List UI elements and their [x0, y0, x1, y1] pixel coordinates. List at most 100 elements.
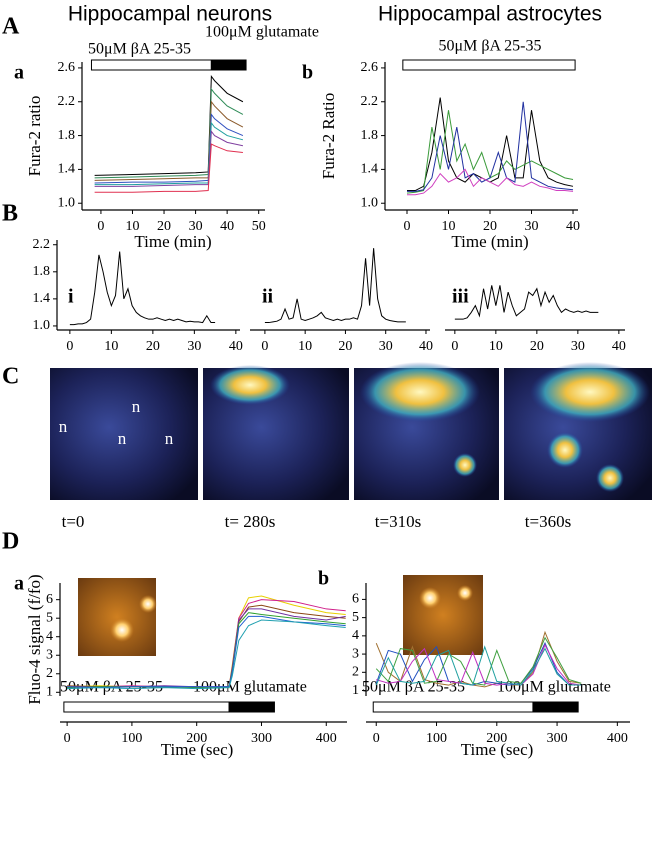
- cell-marker: n: [132, 397, 141, 416]
- data-line: [94, 143, 243, 193]
- x-tick-label: 100: [121, 731, 142, 746]
- inset-image: [403, 575, 483, 655]
- x-tick-label: 0: [66, 339, 73, 354]
- y-tick-label: 4: [46, 629, 53, 644]
- y-tick-label: 2: [352, 665, 359, 680]
- data-line: [407, 101, 574, 192]
- treatment-label: 50μM βA 25-35: [439, 38, 542, 55]
- data-line: [375, 645, 582, 686]
- y-tick-label: 6: [352, 592, 359, 607]
- y-tick-label: 2.6: [361, 60, 379, 75]
- x-axis-label: Time (min): [451, 232, 528, 251]
- panel-label: b: [318, 568, 329, 590]
- x-tick-label: 30: [525, 219, 539, 234]
- inset: [78, 575, 483, 656]
- y-tick-label: 5: [352, 610, 359, 625]
- x-tick-label: 100: [426, 731, 447, 746]
- y-tick-label: 5: [46, 610, 53, 625]
- x-tick-label: 200: [486, 731, 507, 746]
- x-tick-label: 20: [157, 219, 171, 234]
- treatment-label: 100μM glutamate: [205, 24, 319, 41]
- time-label: t=0: [62, 512, 85, 531]
- x-axis-label: Time (sec): [161, 740, 234, 759]
- data-line: [407, 168, 574, 196]
- x-tick-label: 400: [316, 731, 337, 746]
- y-tick-label: 6: [46, 592, 53, 607]
- y-tick-label: 1: [352, 683, 359, 698]
- data-line: [375, 636, 582, 686]
- x-tick-label: 20: [483, 219, 497, 234]
- data-line: [94, 100, 244, 181]
- y-tick-label: 1.4: [361, 162, 379, 177]
- x-tick-label: 40: [220, 219, 234, 234]
- panel-label: i: [68, 286, 74, 308]
- y-tick-label: 1.8: [58, 128, 76, 143]
- time-label: t= 280s: [225, 512, 276, 531]
- x-tick-label: 0: [97, 219, 104, 234]
- x-tick-label: 0: [451, 339, 458, 354]
- panel-label: iii: [452, 286, 469, 308]
- x-tick-label: 10: [489, 339, 503, 354]
- x-tick-label: 30: [571, 339, 585, 354]
- x-tick-label: 0: [261, 339, 268, 354]
- section-label: D: [2, 529, 19, 555]
- treatment-bar: [402, 59, 576, 71]
- inset-spot: [139, 595, 157, 613]
- x-tick-label: 40: [229, 339, 243, 354]
- data-line: [67, 619, 346, 690]
- data-line: [94, 87, 244, 179]
- x-tick-label: 40: [612, 339, 626, 354]
- panel-label: a: [14, 573, 24, 595]
- x-axis-label: Time (min): [134, 232, 211, 251]
- time-label: t=310s: [375, 512, 421, 531]
- treatment-label: 100μM glutamate: [497, 679, 611, 696]
- inset-spot: [457, 585, 473, 601]
- y-tick-label: 1.0: [33, 318, 51, 333]
- panel-label: a: [14, 62, 24, 84]
- x-tick-label: 50: [252, 219, 266, 234]
- section-label: A: [2, 14, 20, 40]
- treatment-bar: [210, 59, 247, 71]
- time-label: t=360s: [525, 512, 571, 531]
- y-tick-label: 2.2: [58, 94, 76, 109]
- x-tick-label: 40: [419, 339, 433, 354]
- y-axis-label: Fluo-4 signal (f/fo): [25, 574, 44, 704]
- x-axis-label: Time (sec): [461, 740, 534, 759]
- x-tick-label: 10: [125, 219, 139, 234]
- x-tick-label: 20: [338, 339, 352, 354]
- y-tick-label: 1.0: [361, 195, 379, 210]
- treatment-bar: [532, 701, 579, 713]
- column-heading: Hippocampal neurons: [68, 3, 272, 26]
- x-tick-label: 0: [373, 731, 380, 746]
- cell-marker: n: [118, 429, 127, 448]
- x-tick-label: 300: [251, 731, 272, 746]
- x-tick-label: 0: [403, 219, 410, 234]
- x-tick-label: 10: [298, 339, 312, 354]
- image-spot: [453, 453, 477, 477]
- data-line: [94, 74, 244, 176]
- data-line: [69, 251, 216, 326]
- y-tick-label: 3: [46, 647, 53, 662]
- cell-marker: n: [165, 429, 174, 448]
- treatment-bar: [372, 701, 534, 713]
- y-tick-label: 1.8: [33, 264, 51, 279]
- data-line: [454, 285, 599, 320]
- treatment-bar: [90, 59, 212, 71]
- y-tick-label: 2.2: [361, 94, 379, 109]
- x-tick-label: 200: [186, 731, 207, 746]
- x-tick-label: 30: [187, 339, 201, 354]
- image-spot: [547, 432, 583, 468]
- treatment-bar: [63, 701, 230, 713]
- x-tick-label: 40: [566, 219, 580, 234]
- image-spot: [210, 365, 290, 405]
- image-strip: n n n n t=0 t= 280s t=310s t=360s: [50, 362, 652, 531]
- section-label: B: [2, 201, 18, 227]
- y-tick-label: 1.0: [58, 195, 76, 210]
- y-tick-label: 1.8: [361, 128, 379, 143]
- panel-label: b: [302, 62, 313, 84]
- column-heading: Hippocampal astrocytes: [378, 3, 602, 26]
- y-axis-label: Fura-2 ratio: [25, 96, 44, 177]
- panel-label: ii: [262, 286, 274, 308]
